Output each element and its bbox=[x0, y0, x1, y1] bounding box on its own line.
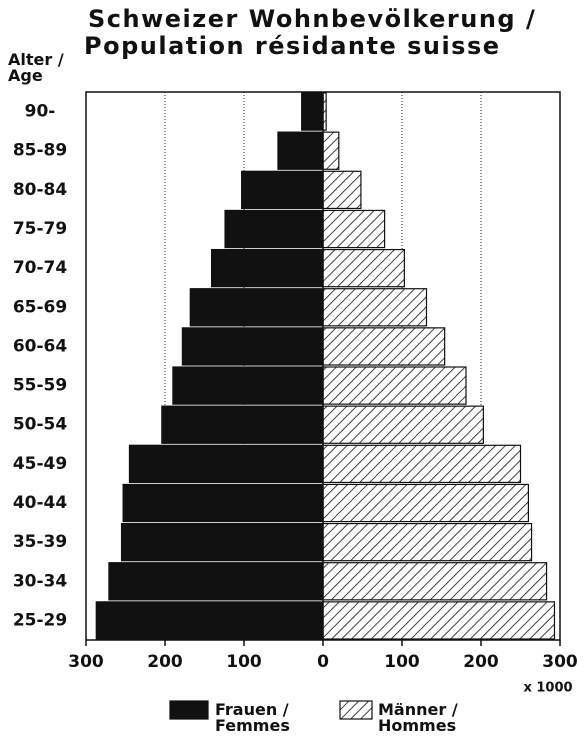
bar bbox=[322, 562, 548, 601]
bar bbox=[322, 601, 556, 640]
bar bbox=[161, 405, 324, 444]
bar bbox=[108, 562, 324, 601]
x-tick-label: 300 bbox=[68, 652, 104, 672]
y-tick-label: 90- bbox=[25, 102, 56, 122]
bar bbox=[211, 248, 324, 288]
x-tick-label: 300 bbox=[542, 652, 578, 672]
bar bbox=[128, 444, 324, 484]
bar bbox=[95, 601, 324, 640]
bar bbox=[120, 522, 324, 562]
bar bbox=[122, 483, 324, 523]
y-tick-label: 85-89 bbox=[13, 141, 67, 161]
chart-title: Schweizer Wohnbevölkerung / bbox=[88, 5, 536, 33]
y-tick-label: 75-79 bbox=[13, 219, 67, 239]
x-tick-label: 100 bbox=[384, 652, 420, 672]
y-tick-label: 50-54 bbox=[13, 415, 68, 435]
bar bbox=[322, 366, 467, 405]
bar bbox=[322, 483, 529, 523]
bar bbox=[322, 131, 340, 170]
bar bbox=[181, 327, 324, 366]
y-tick-label: 70-74 bbox=[13, 258, 68, 278]
y-tick-label: 55-59 bbox=[13, 376, 67, 396]
bar bbox=[322, 327, 446, 366]
legend-swatch bbox=[339, 700, 373, 720]
bar bbox=[322, 248, 405, 288]
x-tick-label: 100 bbox=[226, 652, 262, 672]
y-tick-label: 65-69 bbox=[13, 297, 67, 317]
legend-label: Frauen / Femmes bbox=[215, 700, 290, 735]
y-tick-label: 60-64 bbox=[13, 336, 68, 356]
bar bbox=[322, 405, 484, 444]
x-unit: x 1000 bbox=[523, 681, 572, 696]
legend-swatch bbox=[169, 700, 209, 720]
bar bbox=[189, 288, 324, 327]
legend-label: Männer / Hommes bbox=[378, 700, 458, 735]
y-tick-label: 80-84 bbox=[13, 180, 68, 200]
y-tick-label: 40-44 bbox=[13, 493, 68, 513]
y-tick-label: 35-39 bbox=[13, 532, 67, 552]
bar bbox=[322, 522, 533, 562]
x-tick-label: 200 bbox=[147, 652, 183, 672]
y-tick-label: 30-34 bbox=[13, 571, 68, 591]
bar bbox=[241, 170, 324, 210]
bar bbox=[322, 288, 428, 327]
bar bbox=[224, 209, 324, 249]
y-axis-label: Alter / Age bbox=[8, 50, 64, 85]
y-tick-label: 25-29 bbox=[13, 610, 67, 630]
bar bbox=[322, 444, 522, 484]
y-tick-label: 45-49 bbox=[13, 454, 67, 474]
bar bbox=[301, 92, 324, 131]
bar bbox=[277, 131, 324, 170]
chart-title: Population résidante suisse bbox=[84, 32, 501, 60]
bar bbox=[322, 170, 362, 210]
bar bbox=[172, 366, 324, 405]
bar bbox=[322, 209, 386, 249]
x-tick-label: 0 bbox=[317, 652, 329, 672]
x-tick-label: 200 bbox=[463, 652, 499, 672]
